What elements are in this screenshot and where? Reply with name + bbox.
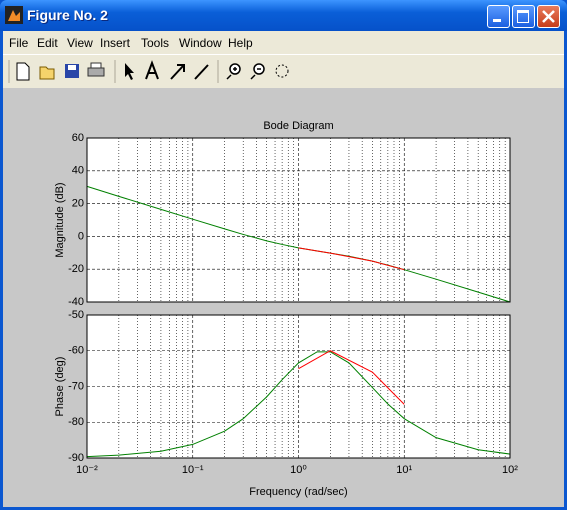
y-tick-label: -40 xyxy=(68,296,84,308)
menu-item[interactable]: File xyxy=(9,36,29,50)
minimize-button[interactable] xyxy=(487,5,510,28)
maximize-button[interactable] xyxy=(512,5,535,28)
zoom-in-button[interactable] xyxy=(226,63,241,80)
toolbar-icons xyxy=(8,60,289,83)
title-bar: Figure No. 2 xyxy=(0,0,567,31)
x-tick-label: 10⁻² xyxy=(76,464,98,476)
menu-bar: File Edit View Insert Tools Window Help xyxy=(3,31,564,54)
x-axis-label: Frequency (rad/sec) xyxy=(249,486,347,498)
y-tick-label: 0 xyxy=(78,230,84,242)
x-tick-label: 10⁰ xyxy=(290,464,307,476)
save-button[interactable] xyxy=(65,64,79,78)
series-line xyxy=(86,351,511,458)
arrow-line-button[interactable] xyxy=(170,64,185,80)
x-tick-label: 10¹ xyxy=(396,464,412,476)
chart-title: Bode Diagram xyxy=(263,120,333,132)
text-button[interactable] xyxy=(145,60,159,80)
y-tick-label: -80 xyxy=(68,416,84,428)
open-button[interactable] xyxy=(39,66,55,80)
menu-item[interactable]: Window xyxy=(179,36,222,50)
y-axis-label: Phase (deg) xyxy=(54,357,66,417)
menu-item[interactable]: Edit xyxy=(37,36,58,50)
zoom-out-button[interactable] xyxy=(250,63,265,80)
new-button[interactable] xyxy=(16,62,30,81)
menu-item[interactable]: Help xyxy=(228,36,253,50)
y-tick-label: 40 xyxy=(72,165,84,177)
window-title: Figure No. 2 xyxy=(27,7,108,23)
menu-item[interactable]: View xyxy=(67,36,93,50)
print-button[interactable] xyxy=(87,62,105,77)
arrow-button[interactable] xyxy=(125,63,134,80)
menu-item[interactable]: Insert xyxy=(100,36,131,50)
y-tick-label: 20 xyxy=(72,198,84,210)
series-line xyxy=(298,247,405,271)
y-tick-label: -90 xyxy=(68,452,84,464)
app-icon xyxy=(5,6,23,24)
y-tick-label: -50 xyxy=(68,309,84,321)
line-button[interactable] xyxy=(194,64,209,80)
menu-item[interactable]: Tools xyxy=(141,36,170,50)
close-button[interactable] xyxy=(537,5,560,28)
toolbar xyxy=(3,54,564,89)
close-icon xyxy=(542,10,555,23)
y-axis-label: Magnitude (dB) xyxy=(54,182,66,257)
y-tick-label: -70 xyxy=(68,380,84,392)
y-tick-label: -60 xyxy=(68,345,84,357)
x-tick-label: 10⁻¹ xyxy=(182,464,204,476)
rotate-button[interactable] xyxy=(275,64,289,78)
series-line xyxy=(298,350,405,405)
y-tick-label: 60 xyxy=(72,132,84,144)
axes-box xyxy=(86,314,511,459)
y-tick-label: -20 xyxy=(68,263,84,275)
x-tick-label: 10² xyxy=(502,464,518,476)
axes-box xyxy=(86,137,511,303)
